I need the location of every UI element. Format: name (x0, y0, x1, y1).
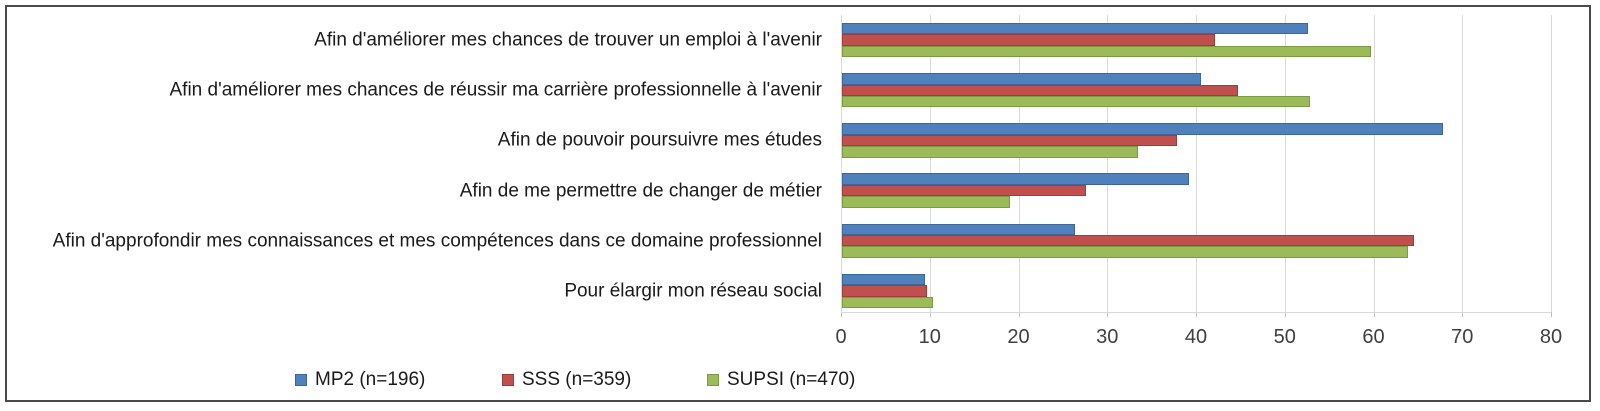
x-tick-label-20: 20 (1007, 326, 1030, 348)
gridline-x-30 (1107, 15, 1109, 312)
axis-tick (929, 312, 931, 317)
legend-label: SSS (n=359) (522, 369, 632, 390)
bar-supsi-row-5 (842, 246, 1409, 258)
legend-item-supsi: SUPSI (n=470) (707, 370, 855, 389)
x-tick-label-0: 0 (835, 326, 847, 348)
bar-sss-row-6 (842, 285, 928, 297)
bar-sss-row-3 (842, 134, 1178, 147)
x-tick-label-60: 60 (1362, 326, 1385, 348)
gridline-x-80 (1551, 15, 1552, 312)
legend-item-mp2: MP2 (n=196) (295, 370, 425, 389)
gridline-x-50 (1284, 15, 1286, 312)
category-label-3: Afin de pouvoir poursuivre mes études (497, 129, 822, 151)
bar-mp2-row-5 (842, 223, 1075, 236)
bar-sss-row-4 (842, 184, 1087, 197)
bar-mp2-row-1 (842, 22, 1308, 35)
x-axis-line (841, 312, 1551, 313)
category-label-2: Afin d'améliorer mes chances de réussir … (169, 79, 823, 101)
gridline-x-0 (841, 15, 842, 312)
axis-tick (1107, 312, 1109, 317)
bar-mp2-row-2 (842, 73, 1201, 85)
category-label-1: Afin d'améliorer mes chances de trouver … (314, 29, 822, 51)
legend-swatch-icon (707, 373, 719, 386)
bar-supsi-row-4 (842, 196, 1010, 208)
chart-frame (5, 5, 1591, 402)
axis-tick (1462, 312, 1464, 317)
axis-tick (1196, 312, 1197, 317)
x-tick-label-70: 70 (1451, 326, 1474, 348)
bar-mp2-row-6 (842, 273, 925, 286)
x-tick-label-50: 50 (1273, 326, 1296, 348)
x-tick-label-80: 80 (1539, 326, 1563, 348)
bar-sss-row-5 (842, 235, 1415, 247)
bar-mp2-row-3 (842, 123, 1443, 135)
bar-supsi-row-2 (842, 95, 1310, 108)
x-tick-label-10: 10 (918, 326, 941, 348)
axis-tick (1551, 312, 1552, 317)
x-tick-label-30: 30 (1096, 326, 1119, 348)
bar-sss-row-1 (842, 34, 1215, 46)
legend-label: SUPSI (n=470) (727, 369, 856, 390)
bar-mp2-row-4 (842, 173, 1189, 185)
gridline-x-70 (1462, 15, 1464, 312)
legend-label: MP2 (n=196) (315, 369, 426, 390)
bar-supsi-row-3 (842, 146, 1139, 158)
x-tick-label-40: 40 (1184, 326, 1208, 348)
axis-tick (1018, 312, 1020, 317)
axis-tick (841, 312, 842, 317)
category-label-5: Afin d'approfondir mes connaissances et … (52, 230, 822, 252)
legend-item-sss: SSS (n=359) (502, 370, 631, 389)
legend-swatch-icon (502, 373, 514, 386)
gridline-x-10 (929, 15, 931, 312)
bar-sss-row-2 (842, 84, 1238, 96)
gridline-x-40 (1196, 15, 1197, 312)
bar-supsi-row-6 (842, 296, 933, 308)
category-label-6: Pour élargir mon réseau social (564, 280, 822, 302)
gridline-x-20 (1018, 15, 1020, 312)
legend-swatch-icon (295, 373, 307, 386)
bar-supsi-row-1 (842, 45, 1371, 58)
category-label-4: Afin de me permettre de changer de métie… (459, 180, 822, 202)
gridline-x-60 (1373, 15, 1375, 312)
axis-tick (1373, 312, 1375, 317)
axis-tick (1284, 312, 1286, 317)
